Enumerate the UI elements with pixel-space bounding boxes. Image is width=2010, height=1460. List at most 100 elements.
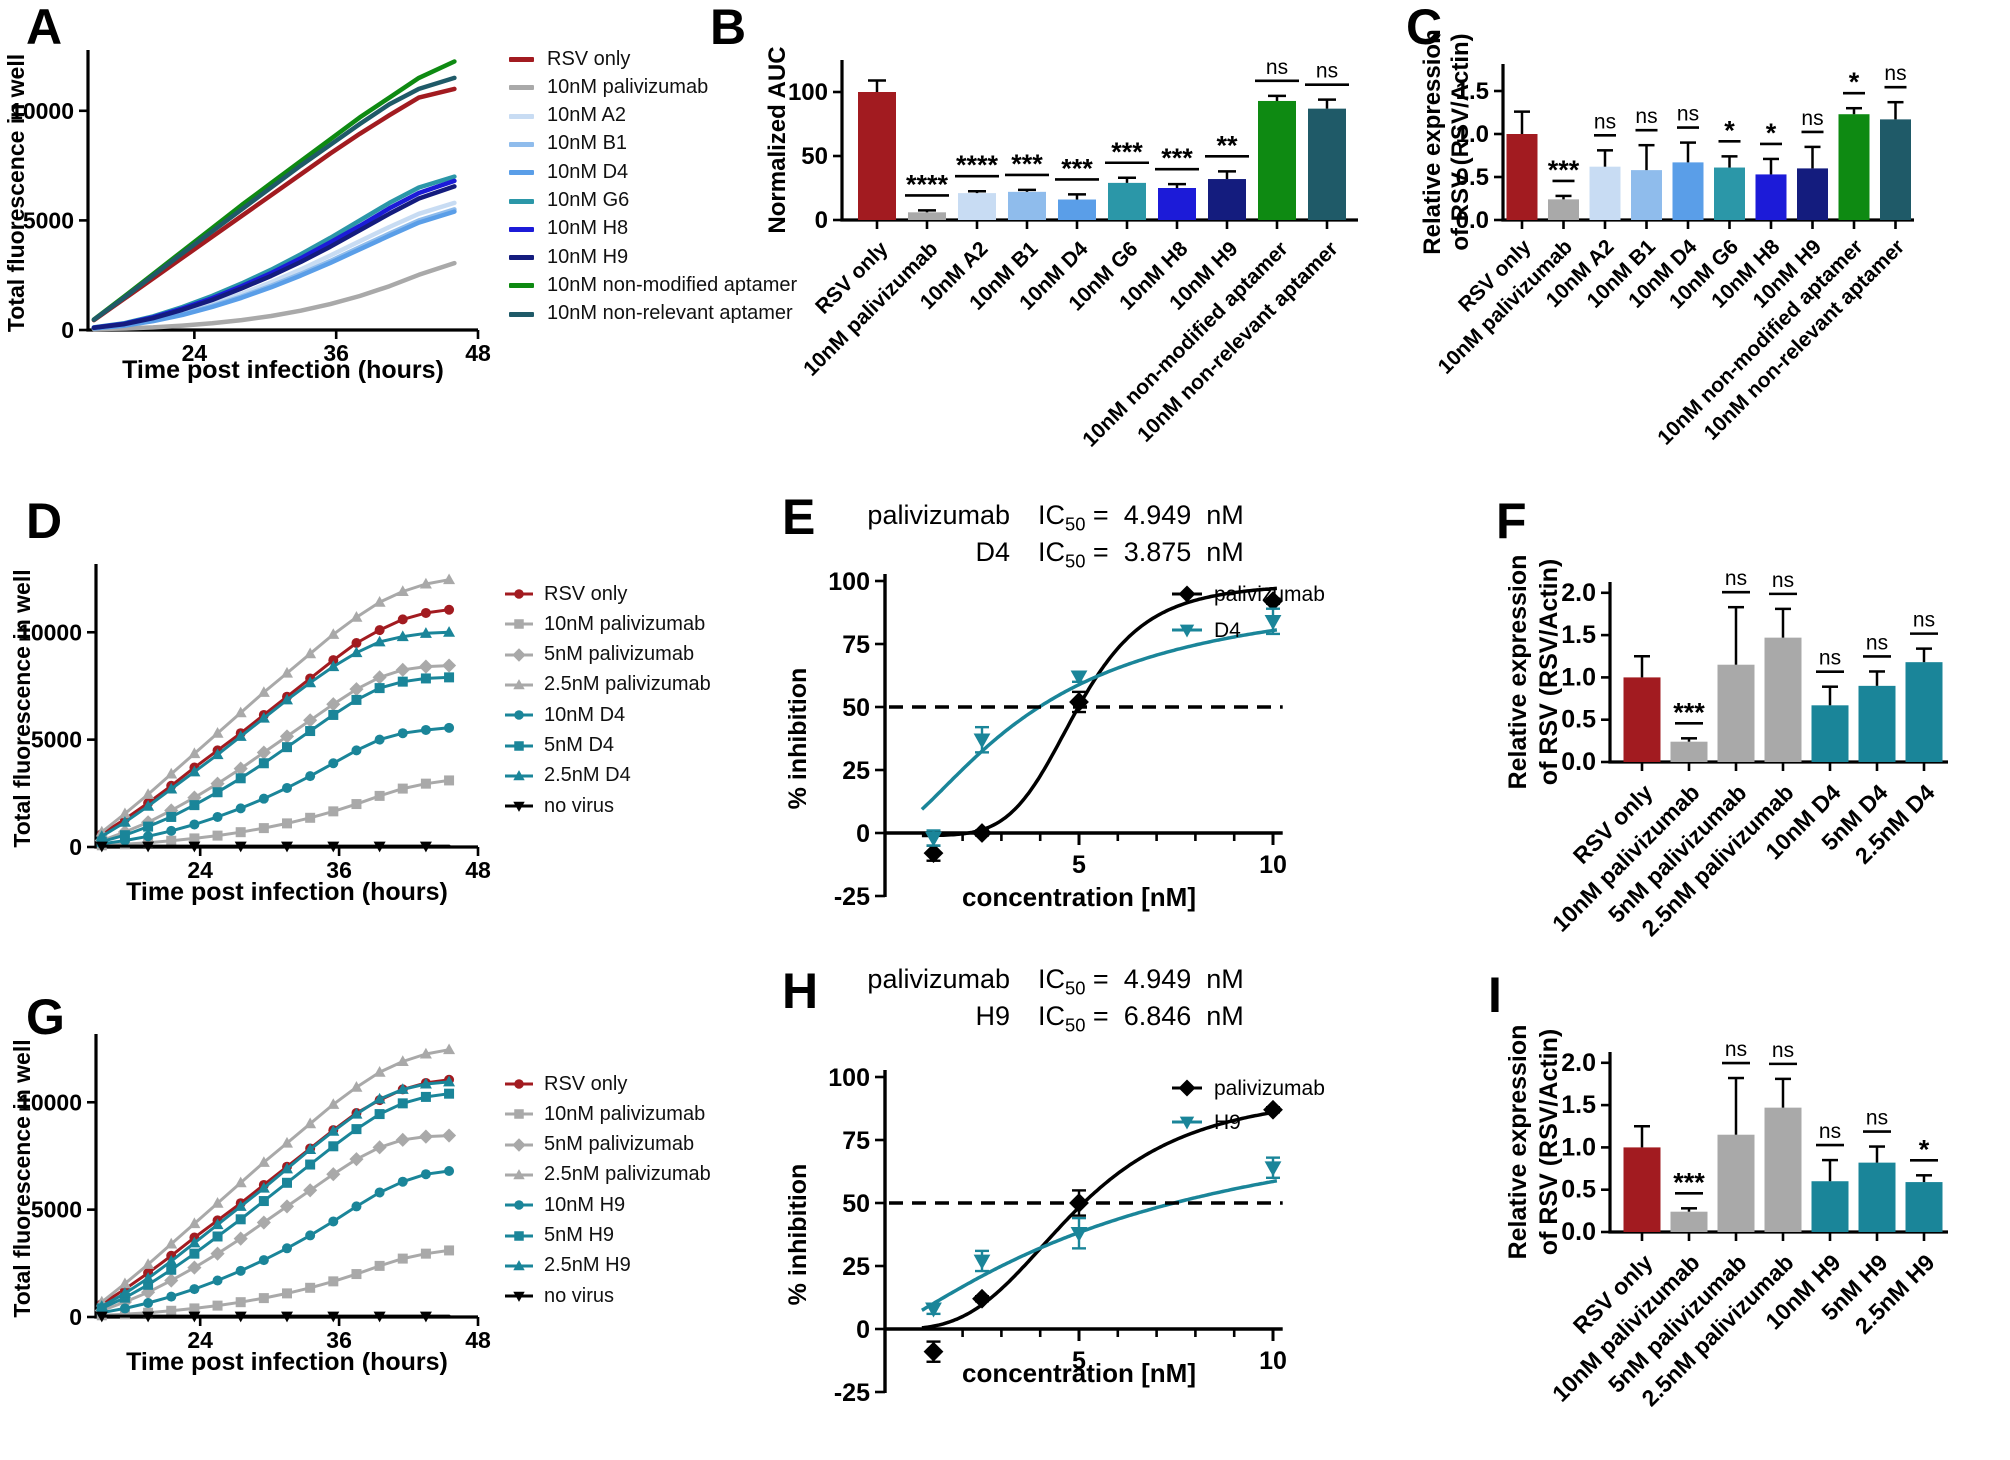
sig-label: ** [1216,130,1238,160]
panel-d-chart: 0 5000 10000 24 36 48 Total fluorescence in we… [9,564,491,906]
marker-tri-up [165,767,178,779]
marker-square [444,1088,455,1099]
bar [1589,166,1621,220]
marker-diamond [441,658,457,673]
panel-g-label: G [26,989,65,1045]
marker-square [258,823,269,834]
marker-square [420,778,431,789]
legend-swatch [509,141,534,147]
legend-label: 2.5nM palivizumab [544,1163,711,1186]
legend-label: 2.5nM palivizumab [544,673,711,696]
marker-tri-up [350,646,363,658]
ic50-value: IC50 = 4.949 nM [1038,500,1244,535]
legend-label: 10nM palivizumab [544,1102,706,1125]
sig-label: *** [1061,153,1093,183]
marker-circle [351,638,362,649]
marker-tri-up [304,1143,317,1155]
marker-tri-up [443,626,456,637]
series-line [100,578,451,834]
legend-item: 10nM non-relevant aptamer [508,302,793,326]
marker-square [305,812,316,823]
sig-label: ns [1801,107,1823,130]
series-line [100,778,451,847]
marker-circle [282,782,292,793]
marker-tri-down [419,841,432,853]
sig-label: ns [1677,103,1699,126]
legend-item: RSV only [508,47,630,71]
marker-tri-up [373,596,386,607]
marker-tri-down [188,841,201,853]
marker-tri-up [257,686,270,697]
panel-b-label: B [710,0,747,55]
sig-label: ns [1594,110,1616,133]
panel-e-chart: -25 0 25 50 75 100 5 10 % inhibition concentratio… [784,568,1325,912]
legend-item: 10nM A2 [508,104,626,128]
sig-label: *** [1548,155,1580,185]
marker-square [514,1109,524,1120]
marker-circle [235,803,246,814]
sig-label: *** [1161,143,1193,173]
marker-circle [305,1230,316,1241]
y-tick-label: 0.5 [1561,706,1596,734]
bar [1672,162,1704,220]
marker-tri-up [443,1075,456,1087]
legend-label: RSV only [544,582,628,605]
marker-square [235,827,246,838]
marker-tri-down [281,841,293,853]
x-tick-label: 10 [1259,851,1287,879]
legend-label: RSV only [547,47,631,70]
x-tick-label: 24 [187,857,213,883]
marker-diamond [303,1183,318,1198]
marker-tri-down [142,841,155,853]
marker-diamond [418,659,433,674]
series-line [100,1169,451,1315]
marker-circle [143,831,154,842]
legend-item: 10nM H8 [508,217,628,241]
marker-diamond [256,745,271,760]
y-tick-label: 0 [856,820,870,848]
marker-square [351,1269,362,1280]
bar [1670,1211,1708,1232]
y-tick-label: 0 [856,1316,870,1344]
legend-label: palivizumab [1214,583,1325,606]
panel-f-label: F [1496,493,1527,549]
series-line [91,86,457,323]
marker-tri-up [327,660,340,672]
panel-d-label: D [26,493,63,549]
marker-diamond [418,1129,433,1144]
marker-tri-up [188,1217,201,1229]
marker-tri-up [281,1136,293,1148]
marker-square [282,742,292,753]
fit-curve [921,1179,1278,1312]
sig-label: ns [1772,1039,1794,1062]
marker-square [143,821,154,832]
marker-diamond [349,682,364,697]
y-tick-label: 25 [842,1253,870,1281]
marker-circle [351,1201,362,1212]
legend-item: 10nM palivizumab [505,612,705,636]
marker-circle [189,819,200,830]
marker-square [514,740,524,751]
marker-tri-up [142,1272,155,1283]
marker-square [212,830,223,841]
series-line [91,75,457,322]
marker-tri-up [350,1081,363,1092]
marker-square [258,1196,269,1207]
marker-tri-up [165,1237,178,1249]
marker-circle [212,1275,223,1286]
bar [1208,179,1246,220]
marker-square [189,1248,200,1259]
marker-square [374,790,385,801]
legend-swatch [509,255,534,261]
marker-tri-down [1179,624,1195,638]
marker-diamond [1069,692,1089,712]
bar [1858,1162,1896,1232]
legend-item: 10nM non-modified aptamer [508,273,797,297]
marker-square [374,1260,385,1271]
marker-circle [351,745,362,756]
marker-tri-up [257,1156,270,1167]
bar [1670,741,1708,762]
marker-circle [328,655,339,666]
x-tick-label: 5 [1072,1347,1086,1375]
